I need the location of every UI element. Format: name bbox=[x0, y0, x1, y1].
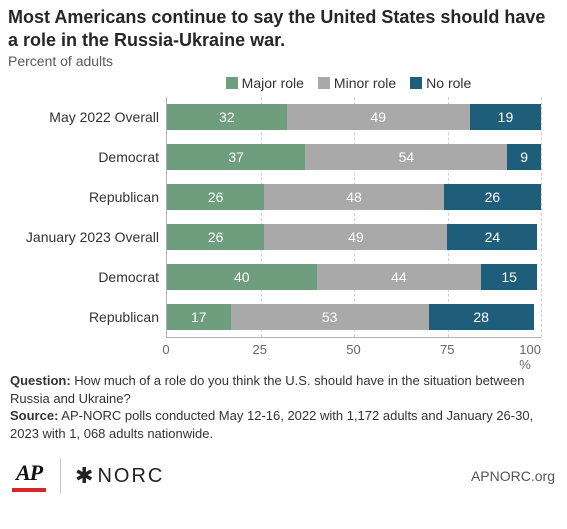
bar-segment-major: 32 bbox=[167, 104, 287, 130]
bar-row: Democrat404415 bbox=[167, 257, 541, 297]
chart-subtitle: Percent of adults bbox=[8, 53, 559, 69]
chart-title: Most Americans continue to say the Unite… bbox=[8, 6, 559, 51]
stacked-bar: 404415 bbox=[167, 264, 541, 290]
row-label: Republican bbox=[9, 189, 167, 205]
bar-segment-none: 9 bbox=[507, 144, 541, 170]
legend-swatch bbox=[410, 77, 422, 89]
question-text: How much of a role do you think the U.S.… bbox=[10, 373, 525, 406]
stacked-bar-chart: May 2022 Overall324919Democrat37549Repub… bbox=[8, 97, 559, 364]
logo-bar: AP ✱NORC APNORC.org bbox=[8, 442, 559, 494]
chart-legend: Major role Minor role No role bbox=[8, 75, 559, 91]
legend-swatch bbox=[226, 77, 238, 89]
bar-row: Democrat37549 bbox=[167, 137, 541, 177]
stacked-bar: 264826 bbox=[167, 184, 541, 210]
bar-segment-major: 26 bbox=[167, 224, 264, 250]
source-label: Source: bbox=[10, 408, 58, 423]
bar-segment-major: 40 bbox=[167, 264, 317, 290]
gridline bbox=[541, 97, 542, 337]
legend-label: Minor role bbox=[334, 75, 396, 91]
bar-segment-minor: 54 bbox=[305, 144, 507, 170]
row-label: May 2022 Overall bbox=[9, 109, 167, 125]
x-axis: 0255075100 % bbox=[166, 338, 541, 364]
question-label: Question: bbox=[10, 373, 71, 388]
bar-segment-none: 26 bbox=[444, 184, 541, 210]
row-label: Republican bbox=[9, 309, 167, 325]
legend-item: Minor role bbox=[318, 75, 396, 91]
bar-segment-major: 17 bbox=[167, 304, 231, 330]
legend-item: Major role bbox=[226, 75, 304, 91]
bar-segment-minor: 49 bbox=[264, 224, 447, 250]
bar-row: May 2022 Overall324919 bbox=[167, 97, 541, 137]
stacked-bar: 37549 bbox=[167, 144, 541, 170]
x-tick: 50 bbox=[346, 342, 360, 357]
bar-row: Republican264826 bbox=[167, 177, 541, 217]
x-tick: 25 bbox=[253, 342, 267, 357]
stacked-bar: 264924 bbox=[167, 224, 541, 250]
star-icon: ✱ bbox=[75, 463, 95, 489]
legend-label: No role bbox=[426, 75, 471, 91]
legend-label: Major role bbox=[242, 75, 304, 91]
bar-segment-major: 26 bbox=[167, 184, 264, 210]
bar-segment-none: 19 bbox=[470, 104, 541, 130]
x-tick: 100 % bbox=[519, 342, 541, 372]
stacked-bar: 324919 bbox=[167, 104, 541, 130]
site-url: APNORC.org bbox=[471, 468, 555, 484]
ap-logo-underline bbox=[12, 488, 46, 492]
legend-item: No role bbox=[410, 75, 471, 91]
chart-footer: Question: How much of a role do you thin… bbox=[8, 364, 559, 442]
bar-segment-none: 24 bbox=[447, 224, 537, 250]
norc-logo-text: NORC bbox=[97, 465, 164, 488]
bar-segment-none: 28 bbox=[429, 304, 534, 330]
source-text: AP-NORC polls conducted May 12-16, 2022 … bbox=[10, 408, 533, 441]
stacked-bar: 175328 bbox=[167, 304, 541, 330]
bar-segment-major: 37 bbox=[167, 144, 305, 170]
bar-segment-minor: 44 bbox=[317, 264, 482, 290]
ap-logo: AP bbox=[12, 460, 46, 492]
bar-segment-none: 15 bbox=[481, 264, 537, 290]
logo-divider bbox=[60, 458, 61, 494]
ap-logo-text: AP bbox=[16, 460, 42, 486]
row-label: January 2023 Overall bbox=[9, 229, 167, 245]
x-tick: 75 bbox=[440, 342, 454, 357]
bar-row: Republican175328 bbox=[167, 297, 541, 337]
row-label: Democrat bbox=[9, 269, 167, 285]
norc-logo: ✱NORC bbox=[75, 463, 164, 489]
bar-segment-minor: 48 bbox=[264, 184, 444, 210]
bar-segment-minor: 53 bbox=[231, 304, 429, 330]
bar-row: January 2023 Overall264924 bbox=[167, 217, 541, 257]
legend-swatch bbox=[318, 77, 330, 89]
x-tick: 0 bbox=[162, 342, 169, 357]
row-label: Democrat bbox=[9, 149, 167, 165]
bar-segment-minor: 49 bbox=[287, 104, 470, 130]
